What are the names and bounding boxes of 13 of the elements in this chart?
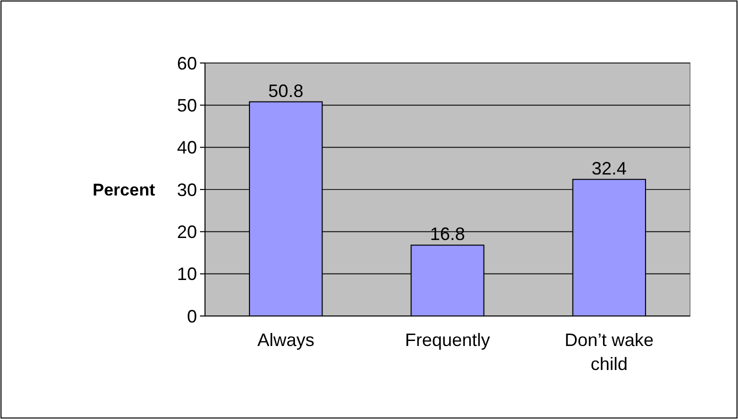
- x-tick-label: Frequently: [404, 330, 490, 350]
- y-tick-label: 0: [186, 306, 197, 326]
- y-tick-label: 20: [176, 222, 197, 242]
- y-tick-label: 40: [176, 138, 197, 158]
- y-tick-label: 30: [176, 180, 197, 200]
- y-tick-label: 60: [176, 53, 197, 74]
- data-label: 32.4: [592, 158, 627, 178]
- y-tick-label: 50: [176, 95, 197, 116]
- y-tick-label: 10: [176, 264, 197, 284]
- data-label: 50.8: [268, 80, 304, 101]
- x-tick-label: Always: [257, 330, 314, 350]
- x-tick-label: Don’t wake child: [564, 330, 654, 374]
- y-axis-title: Percent: [92, 180, 156, 200]
